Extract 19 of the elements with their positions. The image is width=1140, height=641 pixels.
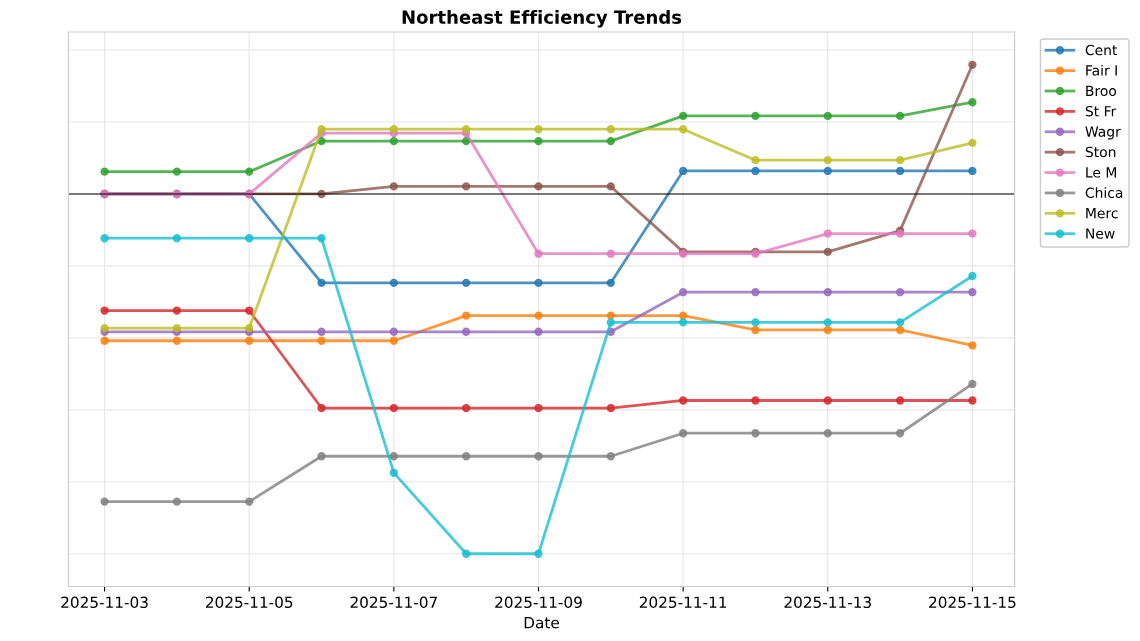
- x-tick-label: 2025-11-15: [929, 596, 1016, 609]
- x-tick-label: 2025-11-11: [639, 596, 727, 609]
- legend-label: Le M: [1086, 167, 1116, 178]
- legend-label: Merc: [1086, 208, 1118, 219]
- x-axis-title: Date: [524, 617, 559, 629]
- x-tick-label: 2025-11-09: [495, 596, 582, 609]
- legend-label: Cent: [1085, 44, 1118, 56]
- chart-title: Northeast Efficiency Trends: [402, 10, 682, 28]
- legend-label: Wagr: [1085, 126, 1121, 140]
- legend-label: Broo: [1086, 85, 1117, 97]
- legend-label: New: [1086, 228, 1115, 239]
- legend-label: Fair I: [1086, 64, 1117, 76]
- x-tick-label: 2025-11-05: [205, 596, 293, 609]
- legend-label: Chica: [1085, 187, 1123, 198]
- legend-label: St Fr: [1085, 105, 1117, 117]
- x-tick-label: 2025-11-07: [350, 596, 437, 609]
- x-tick-label: 2025-11-13: [784, 596, 871, 609]
- legend-label: Ston: [1085, 146, 1116, 158]
- x-tick-label: 2025-11-03: [61, 596, 148, 609]
